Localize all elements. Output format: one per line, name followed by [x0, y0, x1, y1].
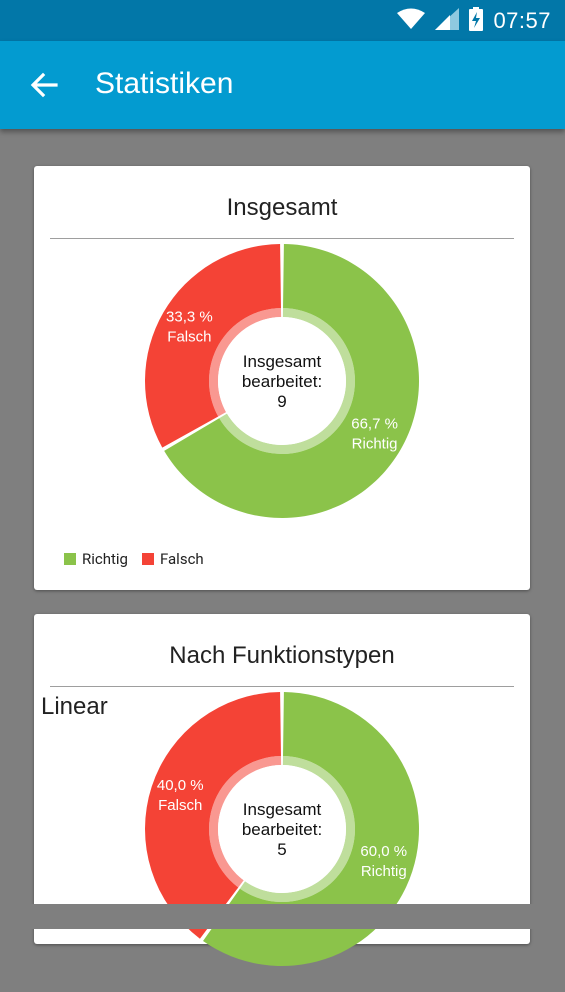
- slice-category-label: Richtig: [352, 436, 398, 453]
- donut-center: [218, 317, 346, 445]
- slice-inner-ring-falsch: [209, 756, 282, 888]
- signal-icon: [435, 8, 460, 34]
- legend-label: Richtig: [82, 550, 128, 568]
- legend-label: Falsch: [159, 550, 204, 568]
- arrow-left-icon[interactable]: [26, 67, 62, 103]
- screen-bottom: [0, 904, 565, 929]
- overall-donut-chart: 66,7 % Richtig 33,3 % Falsch Insgesamtbearbe…: [145, 244, 420, 518]
- app-bar: Statistiken: [0, 41, 565, 129]
- slice-inner-ring-richtig: [239, 756, 355, 902]
- slice-inner-ring-falsch: [209, 308, 282, 417]
- wifi-icon: [397, 8, 426, 34]
- slice-category-label: Falsch: [167, 328, 211, 345]
- page-title: Statistiken: [95, 67, 234, 100]
- slice-value-label: 33,3 %: [166, 308, 213, 325]
- slice-richtig[interactable]: [203, 692, 419, 966]
- center-text-line: bearbeitet:: [242, 372, 322, 391]
- legend-item-falsch: Falsch: [141, 550, 204, 568]
- slice-falsch[interactable]: [145, 692, 281, 939]
- overall-card: Insgesamt 66,7 % Richtig 33,3 % Falsch Insge…: [34, 166, 530, 590]
- card-title: Nach Funktionstypen: [169, 642, 395, 669]
- linear-donut-chart: 60,0 % Richtig 40,0 % Falsch Insgesamtbearbe…: [145, 692, 419, 966]
- status-icons: 07:57: [397, 7, 551, 35]
- slice-category-label: Richtig: [361, 863, 407, 880]
- status-bar: 07:57: [0, 0, 565, 41]
- donut-center: [218, 765, 346, 893]
- center-text-line: bearbeitet:: [242, 820, 322, 839]
- legend-swatch-falsch: [141, 553, 154, 565]
- slice-value-label: 60,0 %: [360, 843, 407, 860]
- center-text-line: 5: [277, 840, 286, 859]
- chart-legend: Richtig Falsch: [64, 550, 204, 568]
- slice-value-label: 66,7 %: [351, 416, 398, 433]
- slice-category-label: Falsch: [158, 797, 202, 814]
- center-text-line: Insgesamt: [243, 352, 322, 371]
- slice-richtig[interactable]: [164, 244, 420, 518]
- status-time: 07:57: [493, 8, 551, 33]
- divider: [50, 686, 514, 687]
- slice-value-label: 40,0 %: [157, 777, 204, 794]
- center-text-line: Insgesamt: [243, 800, 322, 819]
- card-title: Insgesamt: [226, 194, 338, 221]
- battery-icon: [469, 7, 484, 35]
- section-label-linear: Linear: [41, 693, 108, 720]
- legend-item-richtig: Richtig: [64, 550, 128, 568]
- by-function-type-card: Nach Funktionstypen Linear 60,0 % Richtig…: [34, 614, 530, 966]
- legend-swatch-richtig: [64, 553, 76, 565]
- center-text-line: 9: [277, 392, 286, 411]
- divider: [50, 238, 514, 239]
- slice-falsch[interactable]: [145, 244, 281, 448]
